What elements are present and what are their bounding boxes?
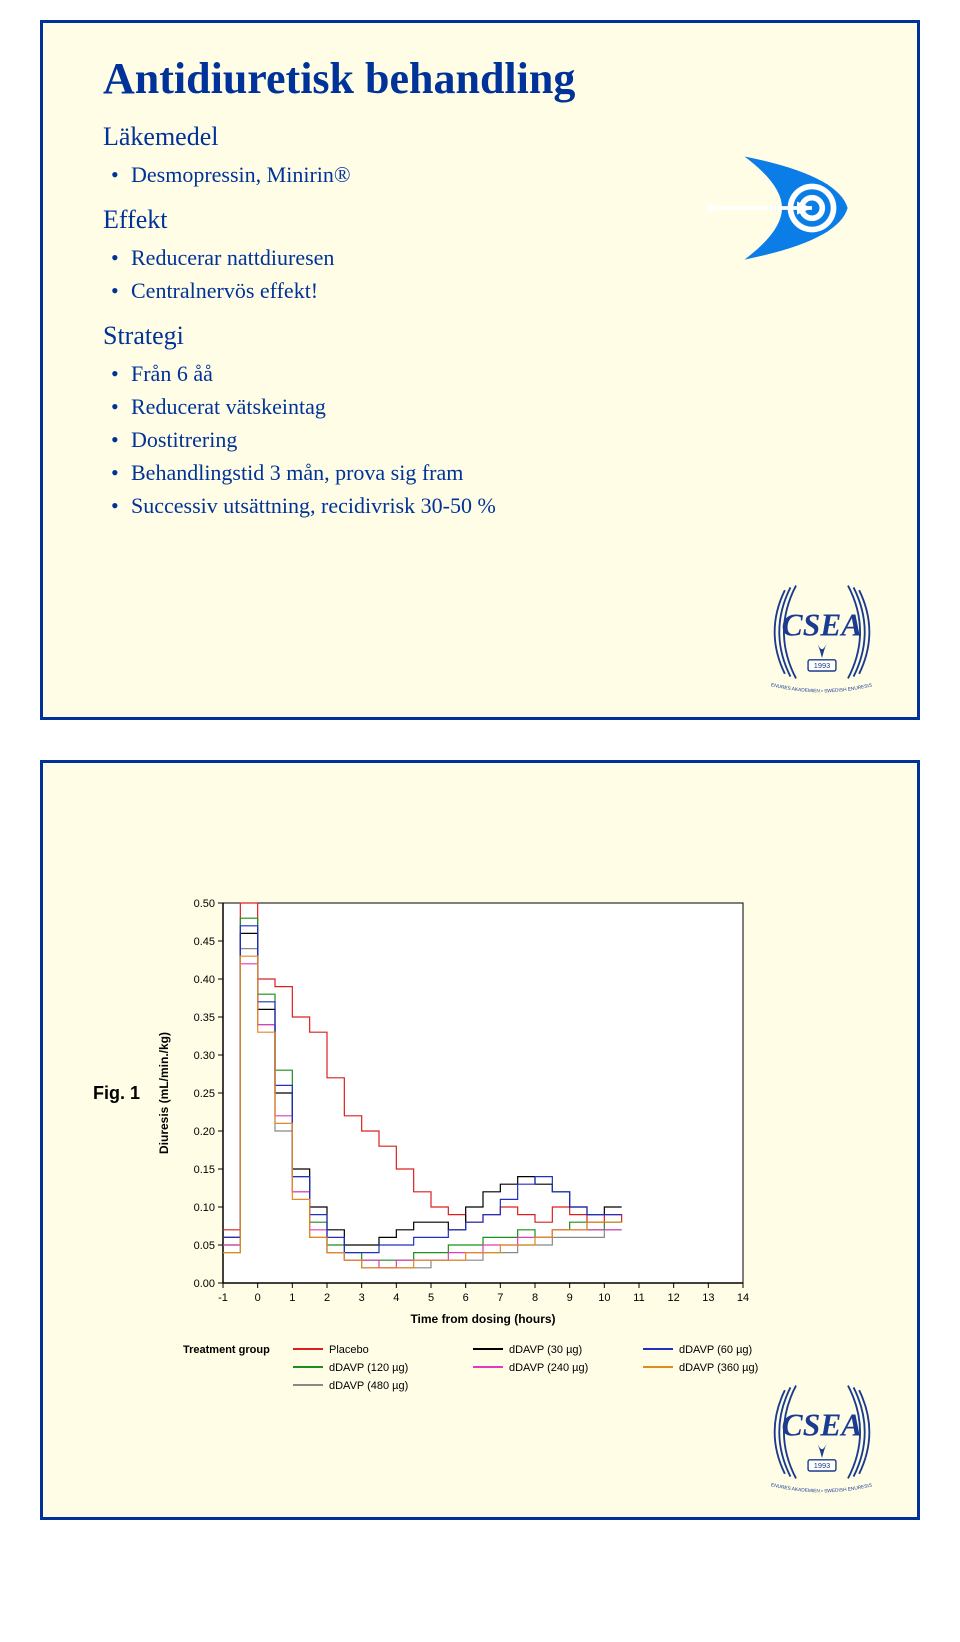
chart-svg: 0.00 0.05 0.10 0.15 0.20 0.25 0.30 0.35 0.40 0.45… xyxy=(143,893,843,1443)
svg-text:0.00: 0.00 xyxy=(194,1278,215,1290)
list-item: Reducerat vätskeintag xyxy=(107,390,867,423)
svg-text:0.40: 0.40 xyxy=(194,974,215,986)
svg-text:0.20: 0.20 xyxy=(194,1126,215,1138)
svg-text:4: 4 xyxy=(393,1292,399,1304)
svg-text:9: 9 xyxy=(567,1292,573,1304)
svg-text:dDAVP (30 µg): dDAVP (30 µg) xyxy=(509,1344,582,1356)
svg-text:0.15: 0.15 xyxy=(194,1164,215,1176)
section-head: Strategi xyxy=(103,321,867,351)
svg-text:-1: -1 xyxy=(218,1292,228,1304)
academy-logo: CSEA 1993 SVENSKA ENURES AKADEMIEN • SWE… xyxy=(757,567,887,697)
svg-text:7: 7 xyxy=(497,1292,503,1304)
svg-text:Placebo: Placebo xyxy=(329,1344,369,1356)
svg-text:dDAVP (480 µg): dDAVP (480 µg) xyxy=(329,1380,408,1392)
logo-year: 1993 xyxy=(814,1461,830,1470)
svg-text:3: 3 xyxy=(359,1292,365,1304)
svg-text:Treatment group: Treatment group xyxy=(183,1344,270,1356)
svg-text:8: 8 xyxy=(532,1292,538,1304)
svg-text:0.45: 0.45 xyxy=(194,936,215,948)
list-item: Från 6 åå xyxy=(107,357,867,390)
svg-text:5: 5 xyxy=(428,1292,434,1304)
svg-text:6: 6 xyxy=(463,1292,469,1304)
diuresis-chart: 0.00 0.05 0.10 0.15 0.20 0.25 0.30 0.35 0.40 0.45… xyxy=(143,893,843,1443)
logo-text: CSEA xyxy=(782,1408,863,1443)
list-item: Behandlingstid 3 mån, prova sig fram xyxy=(107,456,867,489)
svg-text:0: 0 xyxy=(255,1292,261,1304)
svg-text:0.05: 0.05 xyxy=(194,1240,215,1252)
svg-text:dDAVP (60 µg): dDAVP (60 µg) xyxy=(679,1344,752,1356)
logo-year: 1993 xyxy=(814,661,830,670)
academy-logo: CSEA 1993 SVENSKA ENURES AKADEMIEN • SWE… xyxy=(757,1367,887,1497)
list-item: Successiv utsättning, recidivrisk 30-50 … xyxy=(107,489,867,522)
slide-2: Fig. 1 0.000.050.100.150.200.250.300.350… xyxy=(40,760,920,1520)
slide-1: Antidiuretisk behandling Läkemedel Desmo… xyxy=(40,20,920,720)
svg-text:0.10: 0.10 xyxy=(194,1202,215,1214)
svg-text:0.25: 0.25 xyxy=(194,1088,215,1100)
svg-text:0.50: 0.50 xyxy=(194,898,215,910)
svg-text:2: 2 xyxy=(324,1292,330,1304)
svg-text:1: 1 xyxy=(289,1292,295,1304)
svg-text:Time from dosing (hours): Time from dosing (hours) xyxy=(410,1312,555,1326)
svg-text:dDAVP (240 µg): dDAVP (240 µg) xyxy=(509,1362,588,1374)
svg-text:11: 11 xyxy=(633,1292,644,1304)
svg-text:12: 12 xyxy=(668,1292,680,1304)
svg-text:14: 14 xyxy=(737,1292,749,1304)
svg-text:10: 10 xyxy=(598,1292,610,1304)
svg-text:0.35: 0.35 xyxy=(194,1012,215,1024)
svg-text:13: 13 xyxy=(702,1292,714,1304)
svg-text:dDAVP (120 µg): dDAVP (120 µg) xyxy=(329,1362,408,1374)
list-item: Centralnervös effekt! xyxy=(107,274,867,307)
slide1-title: Antidiuretisk behandling xyxy=(103,53,867,104)
target-icon xyxy=(707,143,857,273)
svg-text:0.30: 0.30 xyxy=(194,1050,215,1062)
svg-text:Diuresis (mL/min./kg): Diuresis (mL/min./kg) xyxy=(157,1032,171,1154)
section-strategi: Strategi Från 6 åå Reducerat vätskeintag… xyxy=(103,321,867,522)
section-list: Från 6 åå Reducerat vätskeintag Dostitre… xyxy=(107,357,867,522)
figure-label: Fig. 1 xyxy=(93,1083,140,1104)
logo-text: CSEA xyxy=(782,608,863,643)
list-item: Dostitrering xyxy=(107,423,867,456)
svg-text:dDAVP (360 µg): dDAVP (360 µg) xyxy=(679,1362,758,1374)
